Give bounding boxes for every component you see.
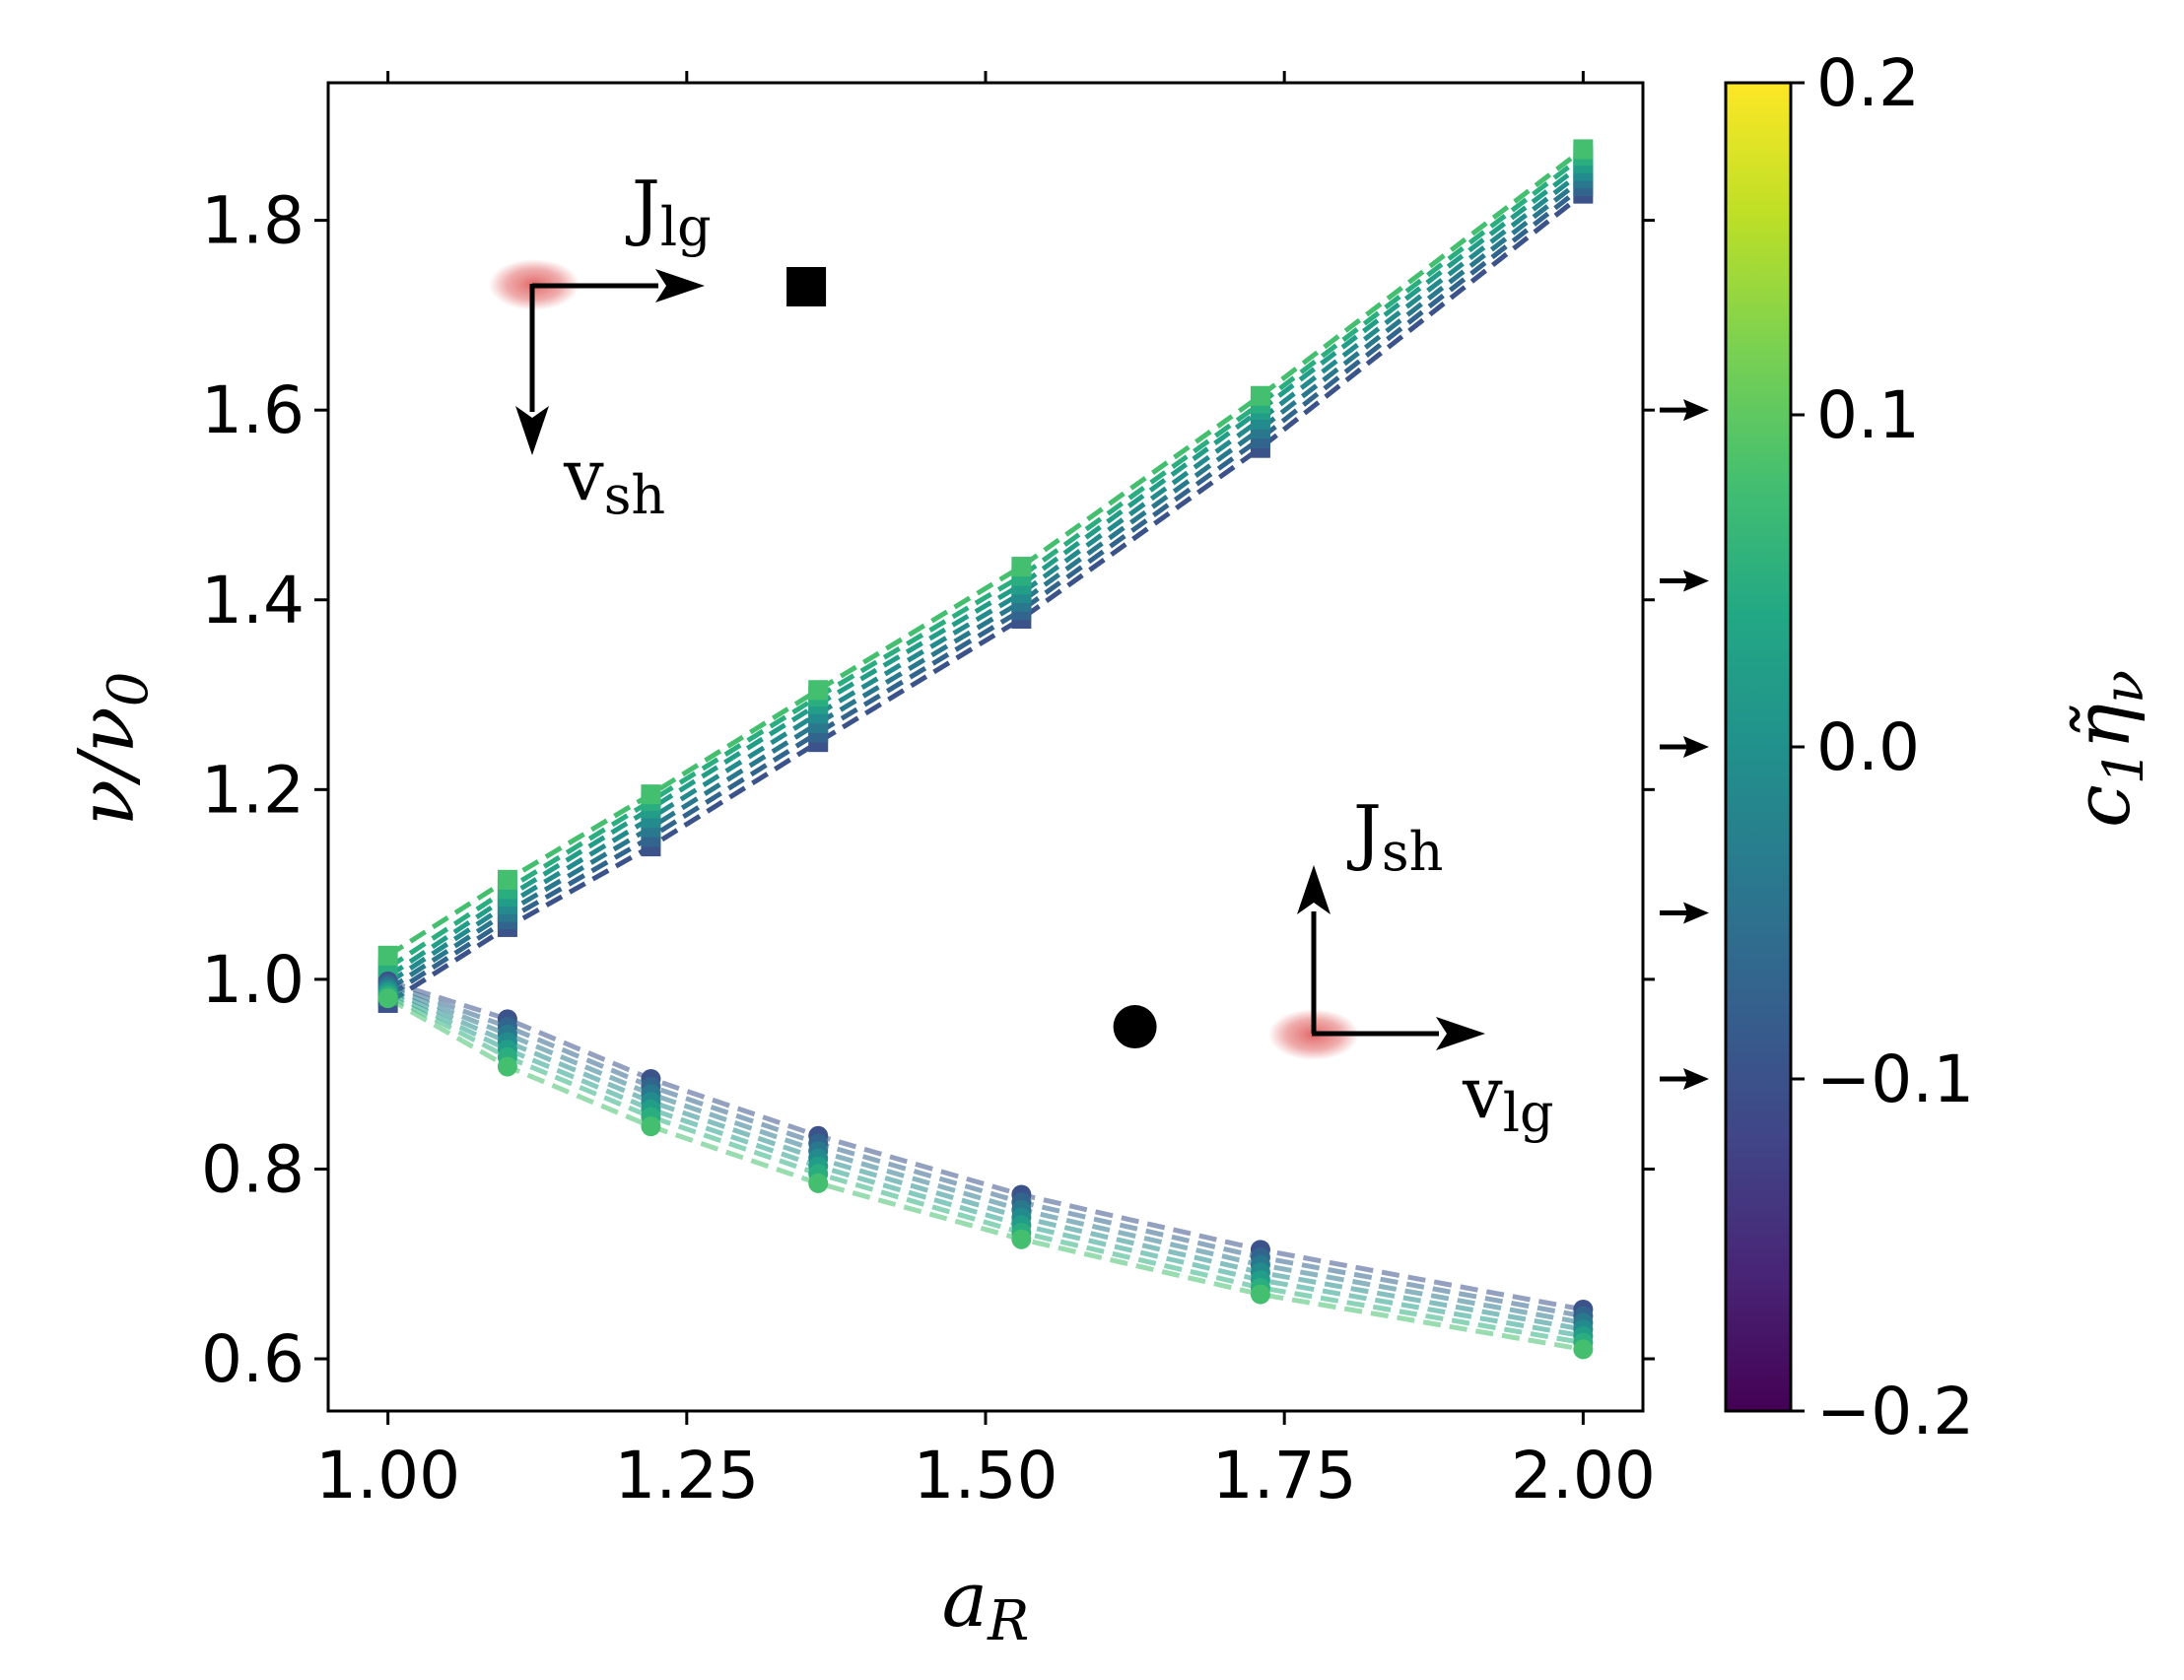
right-arrow xyxy=(1660,399,1709,422)
plot-area: 1.00 1.25 1.50 1.75 2.00 0.6 0.8 1.0 1.2 1.4 1.6 1.… xyxy=(201,71,1656,1513)
data-point xyxy=(808,1173,829,1193)
top-J-sub: lg xyxy=(660,196,712,258)
series-7 xyxy=(377,971,1594,1319)
y-tick-label: 0.8 xyxy=(201,1131,305,1207)
series-line xyxy=(386,984,1584,1325)
colorbar-gradient xyxy=(1724,81,1793,1413)
data-point xyxy=(377,988,398,1009)
y-axis-title: ν/ν0 xyxy=(63,672,161,827)
svg-text:Jsh: Jsh xyxy=(1346,790,1443,883)
y-tick-label: 0.6 xyxy=(201,1321,305,1397)
annotation-bottom: Jsh vlg xyxy=(1268,790,1554,1144)
colorbar-tick-label: 0.1 xyxy=(1816,377,1920,453)
data-point xyxy=(641,784,661,805)
colorbar-tick-label: 0.2 xyxy=(1816,45,1920,121)
circle-marker xyxy=(1113,1005,1157,1049)
data-point xyxy=(1250,1284,1270,1305)
svg-text:vsh: vsh xyxy=(563,434,665,526)
colorbar-tick-label: 0.0 xyxy=(1816,709,1920,785)
data-point xyxy=(1011,1229,1032,1249)
series-line xyxy=(386,993,1584,1346)
y-tick-label: 1.8 xyxy=(201,183,305,259)
right-arrow xyxy=(1660,902,1709,924)
bottom-up-arrowhead xyxy=(1297,865,1331,914)
x-tick-label: 1.00 xyxy=(315,1438,460,1513)
series-line xyxy=(386,987,1584,1332)
x-tick-label: 1.75 xyxy=(1212,1438,1357,1513)
data-point xyxy=(808,680,829,701)
series-13 xyxy=(377,988,1594,1360)
right-arrow xyxy=(1660,736,1709,758)
bottom-v-sub: lg xyxy=(1503,1082,1554,1144)
data-point xyxy=(497,1056,517,1077)
right-arrow xyxy=(1660,1068,1709,1090)
y-tick-label: 1.4 xyxy=(201,563,305,638)
svg-text:Jlg: Jlg xyxy=(625,166,712,258)
x-tick-label: 1.50 xyxy=(914,1438,1058,1513)
series-6 xyxy=(377,139,1594,966)
top-v-label: v xyxy=(563,434,604,516)
y-tick-label: 1.2 xyxy=(201,752,305,828)
top-right-arrowhead xyxy=(655,269,705,302)
data-point xyxy=(377,945,398,966)
svg-text:vlg: vlg xyxy=(1462,1051,1554,1144)
top-v-sub: sh xyxy=(604,464,666,526)
colorbar-label: c1η̃ν xyxy=(2059,670,2156,828)
data-point xyxy=(497,869,517,890)
series-line xyxy=(386,978,1584,1312)
bottom-J-label: J xyxy=(1346,790,1382,873)
x-axis-title: aR xyxy=(942,1556,1030,1653)
series-8 xyxy=(377,974,1594,1326)
annotation-top: Jlg vsh xyxy=(489,166,712,526)
square-marker xyxy=(786,267,827,307)
colorbar: 0.2 0.1 0.0 −0.1 −0.2 c1η̃ν xyxy=(1724,45,2156,1449)
y-tick-label: 1.0 xyxy=(201,942,305,1018)
right-arrows xyxy=(1660,399,1709,1090)
data-point xyxy=(1573,1339,1594,1360)
x-tick-label: 2.00 xyxy=(1511,1438,1656,1513)
data-point xyxy=(1011,557,1032,577)
bottom-right-arrowhead xyxy=(1436,1017,1485,1050)
data-point xyxy=(1250,385,1270,406)
data-point xyxy=(641,1116,661,1137)
bottom-v-label: v xyxy=(1462,1051,1503,1134)
data-point xyxy=(1573,139,1594,160)
legend-markers xyxy=(786,267,1157,1049)
bottom-J-sub: sh xyxy=(1382,821,1444,883)
colorbar-tick-label: −0.2 xyxy=(1816,1374,1974,1449)
top-down-arrowhead xyxy=(515,406,549,455)
top-J-label: J xyxy=(625,166,660,248)
colorbar-tick-label: −0.1 xyxy=(1816,1042,1974,1117)
y-tick-label: 1.6 xyxy=(201,372,305,448)
x-tick-label: 1.25 xyxy=(614,1438,759,1513)
right-arrow xyxy=(1660,570,1709,592)
